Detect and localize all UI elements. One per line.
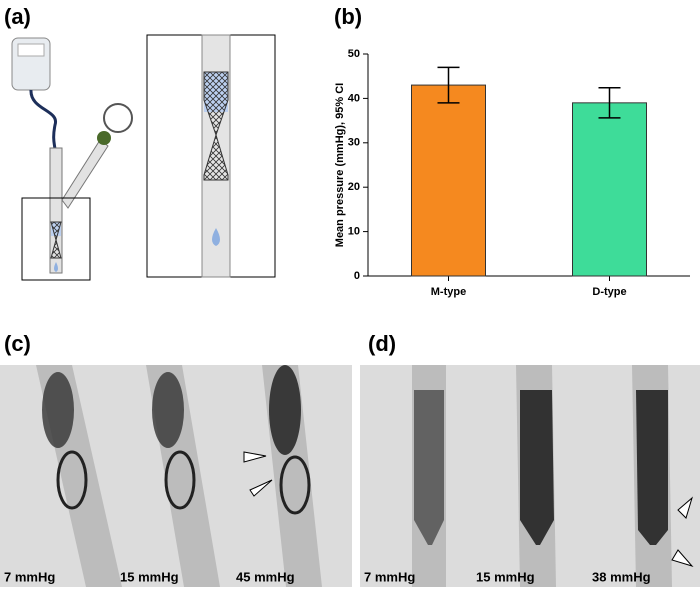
pressure-label: 15 mmHg — [476, 569, 535, 584]
x-tick-label: D-type — [592, 286, 626, 298]
y-tick-label: 0 — [354, 270, 360, 282]
error-bar — [598, 86, 621, 119]
y-tick-label: 40 — [348, 92, 360, 104]
y-axis-label: Mean pressure (mmHg), 95% CI — [334, 83, 346, 247]
setup-diagram — [11, 34, 276, 281]
panel-label: (d) — [368, 331, 396, 356]
pressure-label: 38 mmHg — [592, 569, 651, 584]
pressure-label: 7 mmHg — [4, 569, 55, 584]
error-bar — [437, 66, 460, 104]
pressure-label: 15 mmHg — [120, 569, 179, 584]
y-tick-label: 30 — [348, 137, 360, 149]
panel-label: (a) — [4, 4, 31, 29]
photo-d — [360, 365, 700, 587]
y-tick-label: 10 — [348, 226, 360, 238]
pressure-label: 7 mmHg — [364, 569, 415, 584]
bar — [572, 102, 647, 277]
panel-label: (c) — [4, 331, 31, 356]
photo-c — [0, 365, 352, 587]
x-tick-label: M-type — [431, 286, 466, 298]
panel-label: (b) — [334, 4, 362, 29]
y-tick-label: 50 — [348, 48, 360, 60]
y-tick-label: 20 — [348, 181, 360, 193]
pressure-label: 45 mmHg — [236, 569, 295, 584]
bar — [411, 84, 486, 277]
